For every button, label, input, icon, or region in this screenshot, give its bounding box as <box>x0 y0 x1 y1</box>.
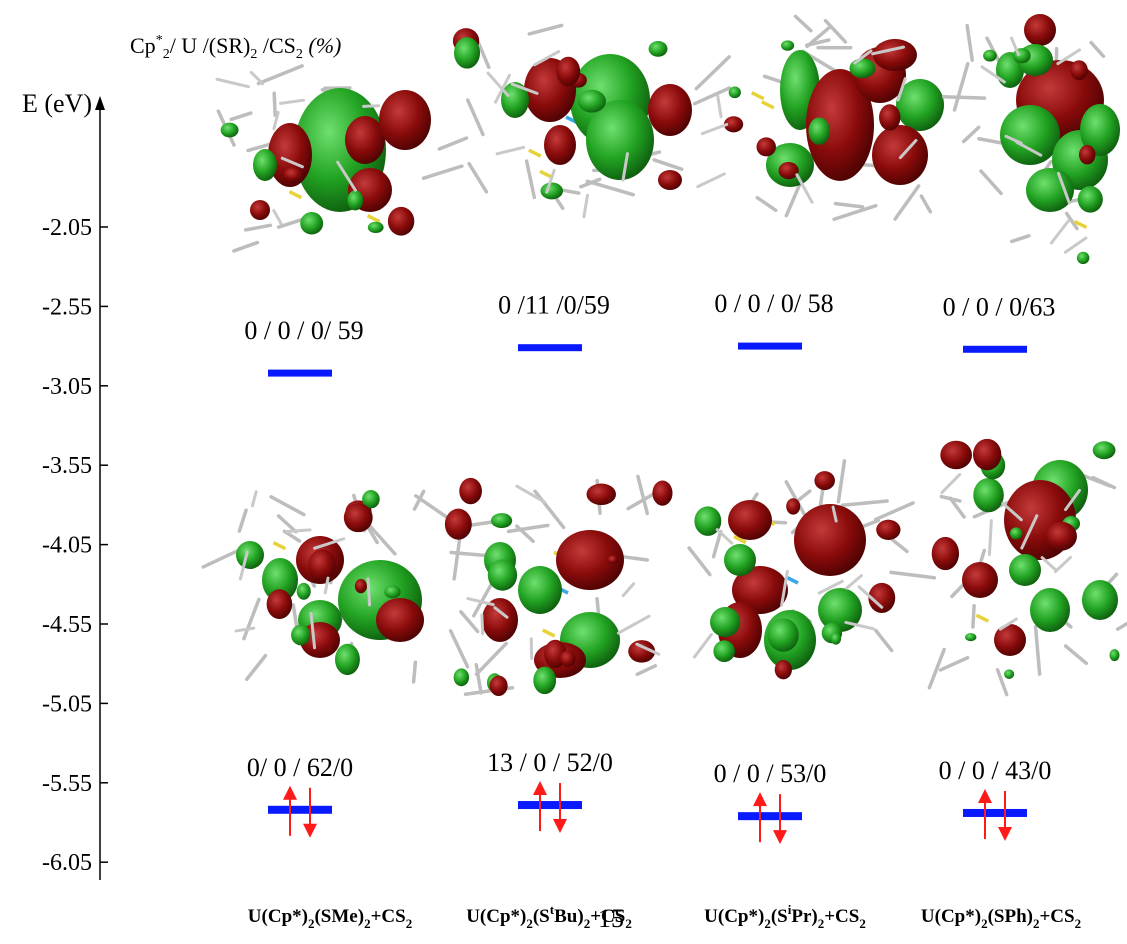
lumo-orbital-1 <box>215 64 431 253</box>
spin-down-arrow-icon <box>773 830 787 845</box>
lumo-composition-label: 0 /11 /0/59 <box>498 291 610 320</box>
spin-down-arrow-icon <box>303 823 317 838</box>
lumo-composition-label: 0 / 0 / 0/63 <box>943 292 1056 321</box>
homo-level <box>268 805 332 814</box>
axis-tick-label: -2.05 <box>42 215 92 241</box>
lumo-level <box>268 369 332 377</box>
compound-name: U(Cp*)2(StBu)2+CS2 <box>466 902 632 931</box>
page-number: 15 <box>598 904 624 933</box>
lumo-composition-label: 0 / 0 / 0/ 58 <box>714 289 833 318</box>
axis-tick-label: -3.05 <box>42 374 92 400</box>
lumo-orbital-3 <box>692 14 944 222</box>
lumo-orbital-4 <box>942 14 1120 265</box>
lumo-level <box>518 344 582 352</box>
homo-composition-label: 0 / 0 / 43/0 <box>939 756 1052 785</box>
homo-orbital-3 <box>687 459 937 680</box>
homo-level <box>963 808 1027 817</box>
axis-tick-label: -4.55 <box>42 612 92 638</box>
lumo-orbital-2 <box>421 23 692 219</box>
homo-composition-label: 0 / 0 / 53/0 <box>714 759 827 788</box>
axis-arrowhead <box>95 96 105 110</box>
homo-level <box>518 801 582 810</box>
orbital-images <box>201 14 1127 697</box>
energy-axis: E (eV) -2.05 -2.55 -3.05 -3.55 -4.05 -4.55 -5.… <box>22 89 108 880</box>
spin-up-arrow-icon <box>283 785 297 800</box>
spin-down-arrow-icon <box>998 826 1012 841</box>
compound-name: U(Cp*)2(SPh)2+CS2 <box>921 906 1081 931</box>
lumo-level <box>963 345 1027 353</box>
spin-up-arrow-icon <box>533 781 547 796</box>
axis-tick-label: -2.55 <box>42 294 92 320</box>
homo-orbital-4 <box>927 438 1127 697</box>
axis-tick-label: -5.55 <box>42 771 92 797</box>
axis-tick-label: -5.05 <box>42 691 92 717</box>
spin-up-arrow-icon <box>978 788 992 803</box>
homo-composition-label: 0/ 0 / 62/0 <box>247 753 353 782</box>
lumo-level <box>738 342 802 350</box>
lumo-composition-label: 0 / 0 / 0/ 59 <box>244 316 363 345</box>
compound-name: U(Cp*)2(SMe)2+CS2 <box>248 906 412 931</box>
axis-tick-label: -6.05 <box>42 850 92 876</box>
compound-name: U(Cp*)2(SiPr)2+CS2 <box>704 902 866 931</box>
axis-tick-label: -4.05 <box>42 533 92 559</box>
homo-orbital-1 <box>201 489 449 684</box>
energy-levels: 0 / 0 / 0/ 59 0/ 0 / 62/0 0 /11 /0/59 13 / … <box>244 289 1056 845</box>
axis-label: E (eV) <box>22 89 92 118</box>
spin-down-arrow-icon <box>553 819 567 834</box>
composition-legend: Cp*2/ U /(SR)2 /CS2 (%) <box>130 33 341 62</box>
spin-up-arrow-icon <box>753 792 767 807</box>
homo-composition-label: 13 / 0 / 52/0 <box>487 748 613 777</box>
homo-level <box>738 812 802 821</box>
homo-orbital-2 <box>444 474 673 697</box>
compound-names: U(Cp*)2(SMe)2+CS2 U(Cp*)2(StBu)2+CS2 U(Cp*… <box>248 902 1081 931</box>
axis-tick-label: -3.55 <box>42 453 92 479</box>
